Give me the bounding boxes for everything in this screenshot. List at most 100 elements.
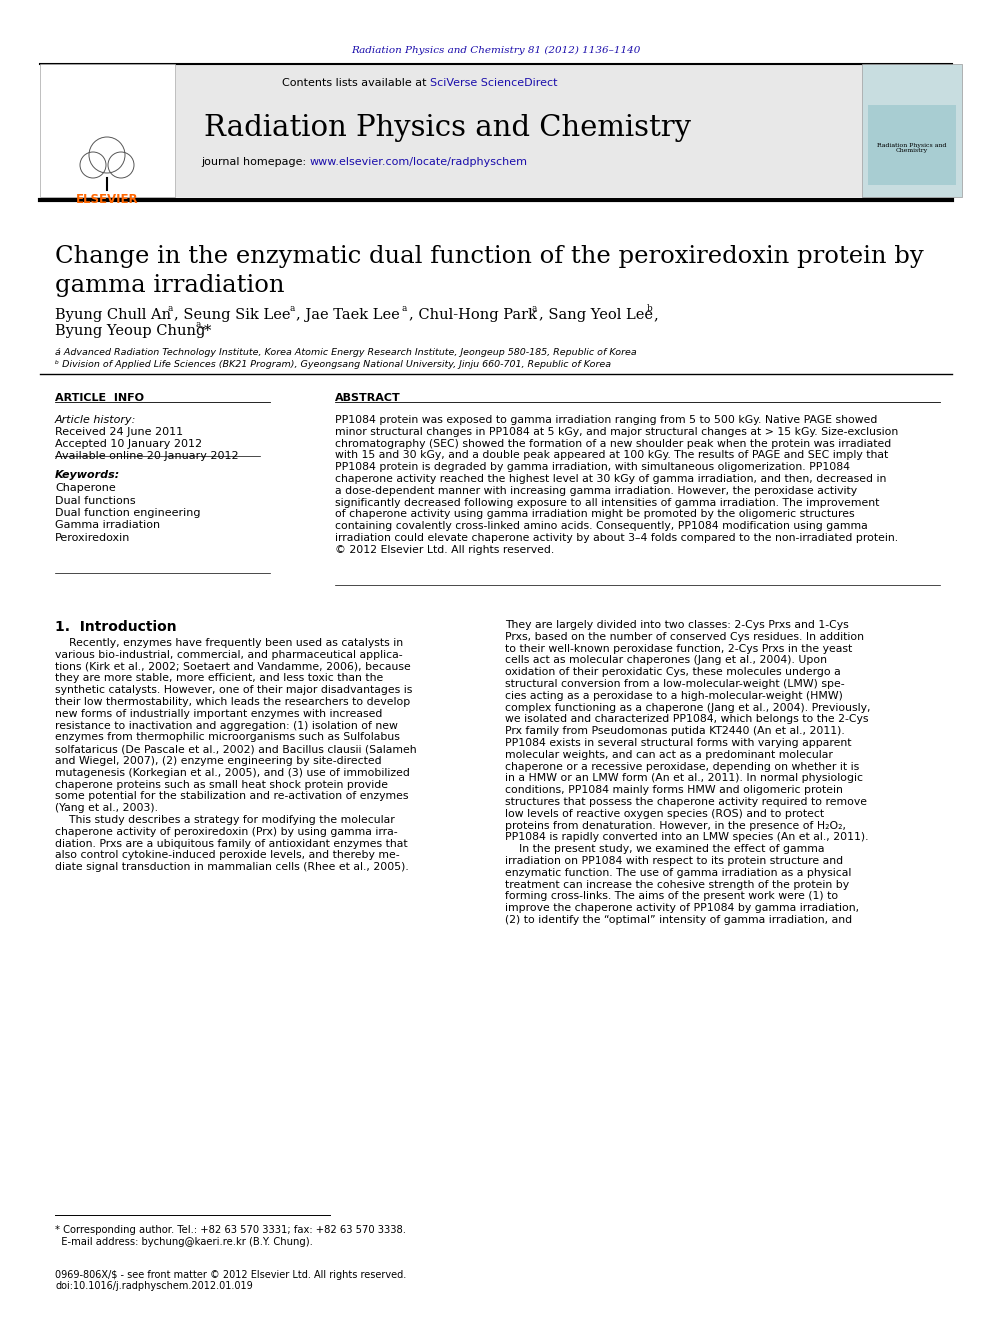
Text: Prx family from Pseudomonas putida KT2440 (An et al., 2011).: Prx family from Pseudomonas putida KT244… [505, 726, 845, 736]
Text: PP1084 exists in several structural forms with varying apparent: PP1084 exists in several structural form… [505, 738, 851, 747]
Text: Peroxiredoxin: Peroxiredoxin [55, 533, 130, 542]
Text: cies acting as a peroxidase to a high-molecular-weight (HMW): cies acting as a peroxidase to a high-mo… [505, 691, 843, 701]
Text: This study describes a strategy for modifying the molecular: This study describes a strategy for modi… [55, 815, 395, 826]
Bar [40, 64, 175, 197]
Text: structural conversion from a low-molecular-weight (LMW) spe-: structural conversion from a low-molecul… [505, 679, 844, 689]
Text: SciVerse ScienceDirect: SciVerse ScienceDirect [430, 78, 558, 89]
Text: a dose-dependent manner with increasing gamma irradiation. However, the peroxida: a dose-dependent manner with increasing … [335, 486, 857, 496]
Text: irradiation on PP1084 with respect to its protein structure and: irradiation on PP1084 with respect to it… [505, 856, 843, 867]
Text: , Jae Taek Lee: , Jae Taek Lee [296, 308, 400, 321]
Text: (2) to identify the “optimal” intensity of gamma irradiation, and: (2) to identify the “optimal” intensity … [505, 916, 852, 925]
Text: proteins from denaturation. However, in the presence of H₂O₂,: proteins from denaturation. However, in … [505, 820, 846, 831]
Text: solfataricus (De Pascale et al., 2002) and Bacillus clausii (Salameh: solfataricus (De Pascale et al., 2002) a… [55, 745, 417, 754]
Text: Gamma irradiation: Gamma irradiation [55, 520, 160, 531]
Text: *: * [204, 324, 211, 337]
Text: Radiation Physics and
Chemistry: Radiation Physics and Chemistry [877, 143, 946, 153]
Text: molecular weights, and can act as a predominant molecular: molecular weights, and can act as a pred… [505, 750, 833, 759]
Text: ABSTRACT: ABSTRACT [335, 393, 401, 404]
Text: oxidation of their peroxidatic Cys, these molecules undergo a: oxidation of their peroxidatic Cys, thes… [505, 667, 841, 677]
Text: www.elsevier.com/locate/radphyschem: www.elsevier.com/locate/radphyschem [310, 157, 528, 167]
Text: Article history:: Article history: [55, 415, 136, 425]
Text: Received 24 June 2011: Received 24 June 2011 [55, 427, 184, 437]
Text: also control cytokine-induced peroxide levels, and thereby me-: also control cytokine-induced peroxide l… [55, 851, 400, 860]
Text: In the present study, we examined the effect of gamma: In the present study, we examined the ef… [505, 844, 824, 855]
Text: enzymatic function. The use of gamma irradiation as a physical: enzymatic function. The use of gamma irr… [505, 868, 851, 877]
Text: conditions, PP1084 mainly forms HMW and oligomeric protein: conditions, PP1084 mainly forms HMW and … [505, 785, 843, 795]
Text: ARTICLE  INFO: ARTICLE INFO [55, 393, 144, 404]
Text: PP1084 protein is degraded by gamma irradiation, with simultaneous oligomerizati: PP1084 protein is degraded by gamma irra… [335, 462, 850, 472]
Text: b: b [647, 304, 653, 314]
Text: resistance to inactivation and aggregation: (1) isolation of new: resistance to inactivation and aggregati… [55, 721, 398, 730]
Text: , Seung Sik Lee: , Seung Sik Lee [174, 308, 291, 321]
Text: improve the chaperone activity of PP1084 by gamma irradiation,: improve the chaperone activity of PP1084… [505, 904, 859, 913]
Text: chromatography (SEC) showed the formation of a new shoulder peak when the protei: chromatography (SEC) showed the formatio… [335, 439, 891, 448]
Text: Radiation Physics and Chemistry 81 (2012) 1136–1140: Radiation Physics and Chemistry 81 (2012… [351, 45, 641, 54]
Text: with 15 and 30 kGy, and a double peak appeared at 100 kGy. The results of PAGE a: with 15 and 30 kGy, and a double peak ap… [335, 450, 888, 460]
Text: Prxs, based on the number of conserved Cys residues. In addition: Prxs, based on the number of conserved C… [505, 632, 864, 642]
Text: a: a [289, 304, 295, 314]
Text: , Sang Yeol Lee: , Sang Yeol Lee [539, 308, 653, 321]
Text: significantly decreased following exposure to all intensities of gamma irradiati: significantly decreased following exposu… [335, 497, 879, 508]
Text: chaperone activity of peroxiredoxin (Prx) by using gamma irra-: chaperone activity of peroxiredoxin (Prx… [55, 827, 398, 837]
Text: diate signal transduction in mammalian cells (Rhee et al., 2005).: diate signal transduction in mammalian c… [55, 863, 409, 872]
Text: Recently, enzymes have frequently been used as catalysts in: Recently, enzymes have frequently been u… [55, 638, 403, 648]
Text: chaperone or a recessive peroxidase, depending on whether it is: chaperone or a recessive peroxidase, dep… [505, 762, 859, 771]
Text: structures that possess the chaperone activity required to remove: structures that possess the chaperone ac… [505, 796, 867, 807]
Text: tions (Kirk et al., 2002; Soetaert and Vandamme, 2006), because: tions (Kirk et al., 2002; Soetaert and V… [55, 662, 411, 672]
Text: Change in the enzymatic dual function of the peroxiredoxin protein by
gamma irra: Change in the enzymatic dual function of… [55, 245, 924, 298]
Text: various bio-industrial, commercial, and pharmaceutical applica-: various bio-industrial, commercial, and … [55, 650, 403, 660]
Bar [40, 64, 862, 197]
Text: (Yang et al., 2003).: (Yang et al., 2003). [55, 803, 158, 814]
Text: mutagenesis (Korkegian et al., 2005), and (3) use of immobilized: mutagenesis (Korkegian et al., 2005), an… [55, 767, 410, 778]
Text: They are largely divided into two classes: 2-Cys Prxs and 1-Cys: They are largely divided into two classe… [505, 620, 849, 630]
Text: 0969-806X/$ - see front matter © 2012 Elsevier Ltd. All rights reserved.: 0969-806X/$ - see front matter © 2012 El… [55, 1270, 407, 1279]
Text: PP1084 protein was exposed to gamma irradiation ranging from 5 to 500 kGy. Nativ: PP1084 protein was exposed to gamma irra… [335, 415, 877, 425]
Bar [862, 64, 962, 197]
Text: 1.  Introduction: 1. Introduction [55, 620, 177, 634]
Text: low levels of reactive oxygen species (ROS) and to protect: low levels of reactive oxygen species (R… [505, 808, 824, 819]
Text: some potential for the stabilization and re-activation of enzymes: some potential for the stabilization and… [55, 791, 409, 802]
Text: a: a [167, 304, 173, 314]
Text: Dual functions: Dual functions [55, 496, 136, 505]
Text: enzymes from thermophilic microorganisms such as Sulfolabus: enzymes from thermophilic microorganisms… [55, 733, 400, 742]
Text: and Wiegel, 2007), (2) enzyme engineering by site-directed: and Wiegel, 2007), (2) enzyme engineerin… [55, 755, 382, 766]
Text: new forms of industrially important enzymes with increased: new forms of industrially important enzy… [55, 709, 382, 718]
Text: irradiation could elevate chaperone activity by about 3–4 folds compared to the : irradiation could elevate chaperone acti… [335, 533, 898, 542]
Text: to their well-known peroxidase function, 2-Cys Prxs in the yeast: to their well-known peroxidase function,… [505, 643, 852, 654]
Text: Dual function engineering: Dual function engineering [55, 508, 200, 519]
Text: ᵇ Division of Applied Life Sciences (BK21 Program), Gyeongsang National Universi: ᵇ Division of Applied Life Sciences (BK2… [55, 360, 611, 369]
Text: chaperone activity reached the highest level at 30 kGy of gamma irradiation, and: chaperone activity reached the highest l… [335, 474, 887, 484]
Text: in a HMW or an LMW form (An et al., 2011). In normal physiologic: in a HMW or an LMW form (An et al., 2011… [505, 774, 863, 783]
Text: ELSEVIER: ELSEVIER [75, 193, 138, 206]
Text: Contents lists available at: Contents lists available at [282, 78, 430, 89]
Text: Byung Yeoup Chung: Byung Yeoup Chung [55, 324, 205, 337]
Text: , Chul-Hong Park: , Chul-Hong Park [409, 308, 537, 321]
Text: ,: , [653, 308, 658, 321]
Text: of chaperone activity using gamma irradiation might be promoted by the oligomeri: of chaperone activity using gamma irradi… [335, 509, 855, 520]
Text: á Advanced Radiation Technology Institute, Korea Atomic Energy Research Institut: á Advanced Radiation Technology Institut… [55, 348, 637, 357]
Text: Keywords:: Keywords: [55, 470, 120, 480]
Text: their low thermostability, which leads the researchers to develop: their low thermostability, which leads t… [55, 697, 411, 706]
Text: PP1084 is rapidly converted into an LMW species (An et al., 2011).: PP1084 is rapidly converted into an LMW … [505, 832, 869, 843]
Text: E-mail address: bychung@kaeri.re.kr (B.Y. Chung).: E-mail address: bychung@kaeri.re.kr (B.Y… [55, 1237, 312, 1248]
Text: forming cross-links. The aims of the present work were (1) to: forming cross-links. The aims of the pre… [505, 892, 838, 901]
Text: synthetic catalysts. However, one of their major disadvantages is: synthetic catalysts. However, one of the… [55, 685, 413, 695]
Text: a: a [402, 304, 408, 314]
Text: they are more stable, more efficient, and less toxic than the: they are more stable, more efficient, an… [55, 673, 383, 684]
Text: Radiation Physics and Chemistry: Radiation Physics and Chemistry [204, 114, 691, 142]
Text: complex functioning as a chaperone (Jang et al., 2004). Previously,: complex functioning as a chaperone (Jang… [505, 703, 871, 713]
Text: Byung Chull An: Byung Chull An [55, 308, 172, 321]
Text: treatment can increase the cohesive strength of the protein by: treatment can increase the cohesive stre… [505, 880, 849, 889]
Text: minor structural changes in PP1084 at 5 kGy, and major structural changes at > 1: minor structural changes in PP1084 at 5 … [335, 427, 898, 437]
Text: © 2012 Elsevier Ltd. All rights reserved.: © 2012 Elsevier Ltd. All rights reserved… [335, 545, 555, 554]
Text: diation. Prxs are a ubiquitous family of antioxidant enzymes that: diation. Prxs are a ubiquitous family of… [55, 839, 408, 848]
Text: Available online 20 January 2012: Available online 20 January 2012 [55, 451, 239, 460]
Text: chaperone proteins such as small heat shock protein provide: chaperone proteins such as small heat sh… [55, 779, 388, 790]
Text: containing covalently cross-linked amino acids. Consequently, PP1084 modificatio: containing covalently cross-linked amino… [335, 521, 868, 532]
Text: cells act as molecular chaperones (Jang et al., 2004). Upon: cells act as molecular chaperones (Jang … [505, 655, 827, 665]
Text: we isolated and characterized PP1084, which belongs to the 2-Cys: we isolated and characterized PP1084, wh… [505, 714, 869, 725]
Text: doi:10.1016/j.radphyschem.2012.01.019: doi:10.1016/j.radphyschem.2012.01.019 [55, 1281, 253, 1291]
Text: * Corresponding author. Tel.: +82 63 570 3331; fax: +82 63 570 3338.: * Corresponding author. Tel.: +82 63 570… [55, 1225, 406, 1234]
Text: Accepted 10 January 2012: Accepted 10 January 2012 [55, 439, 202, 448]
Text: a,: a, [195, 320, 203, 329]
